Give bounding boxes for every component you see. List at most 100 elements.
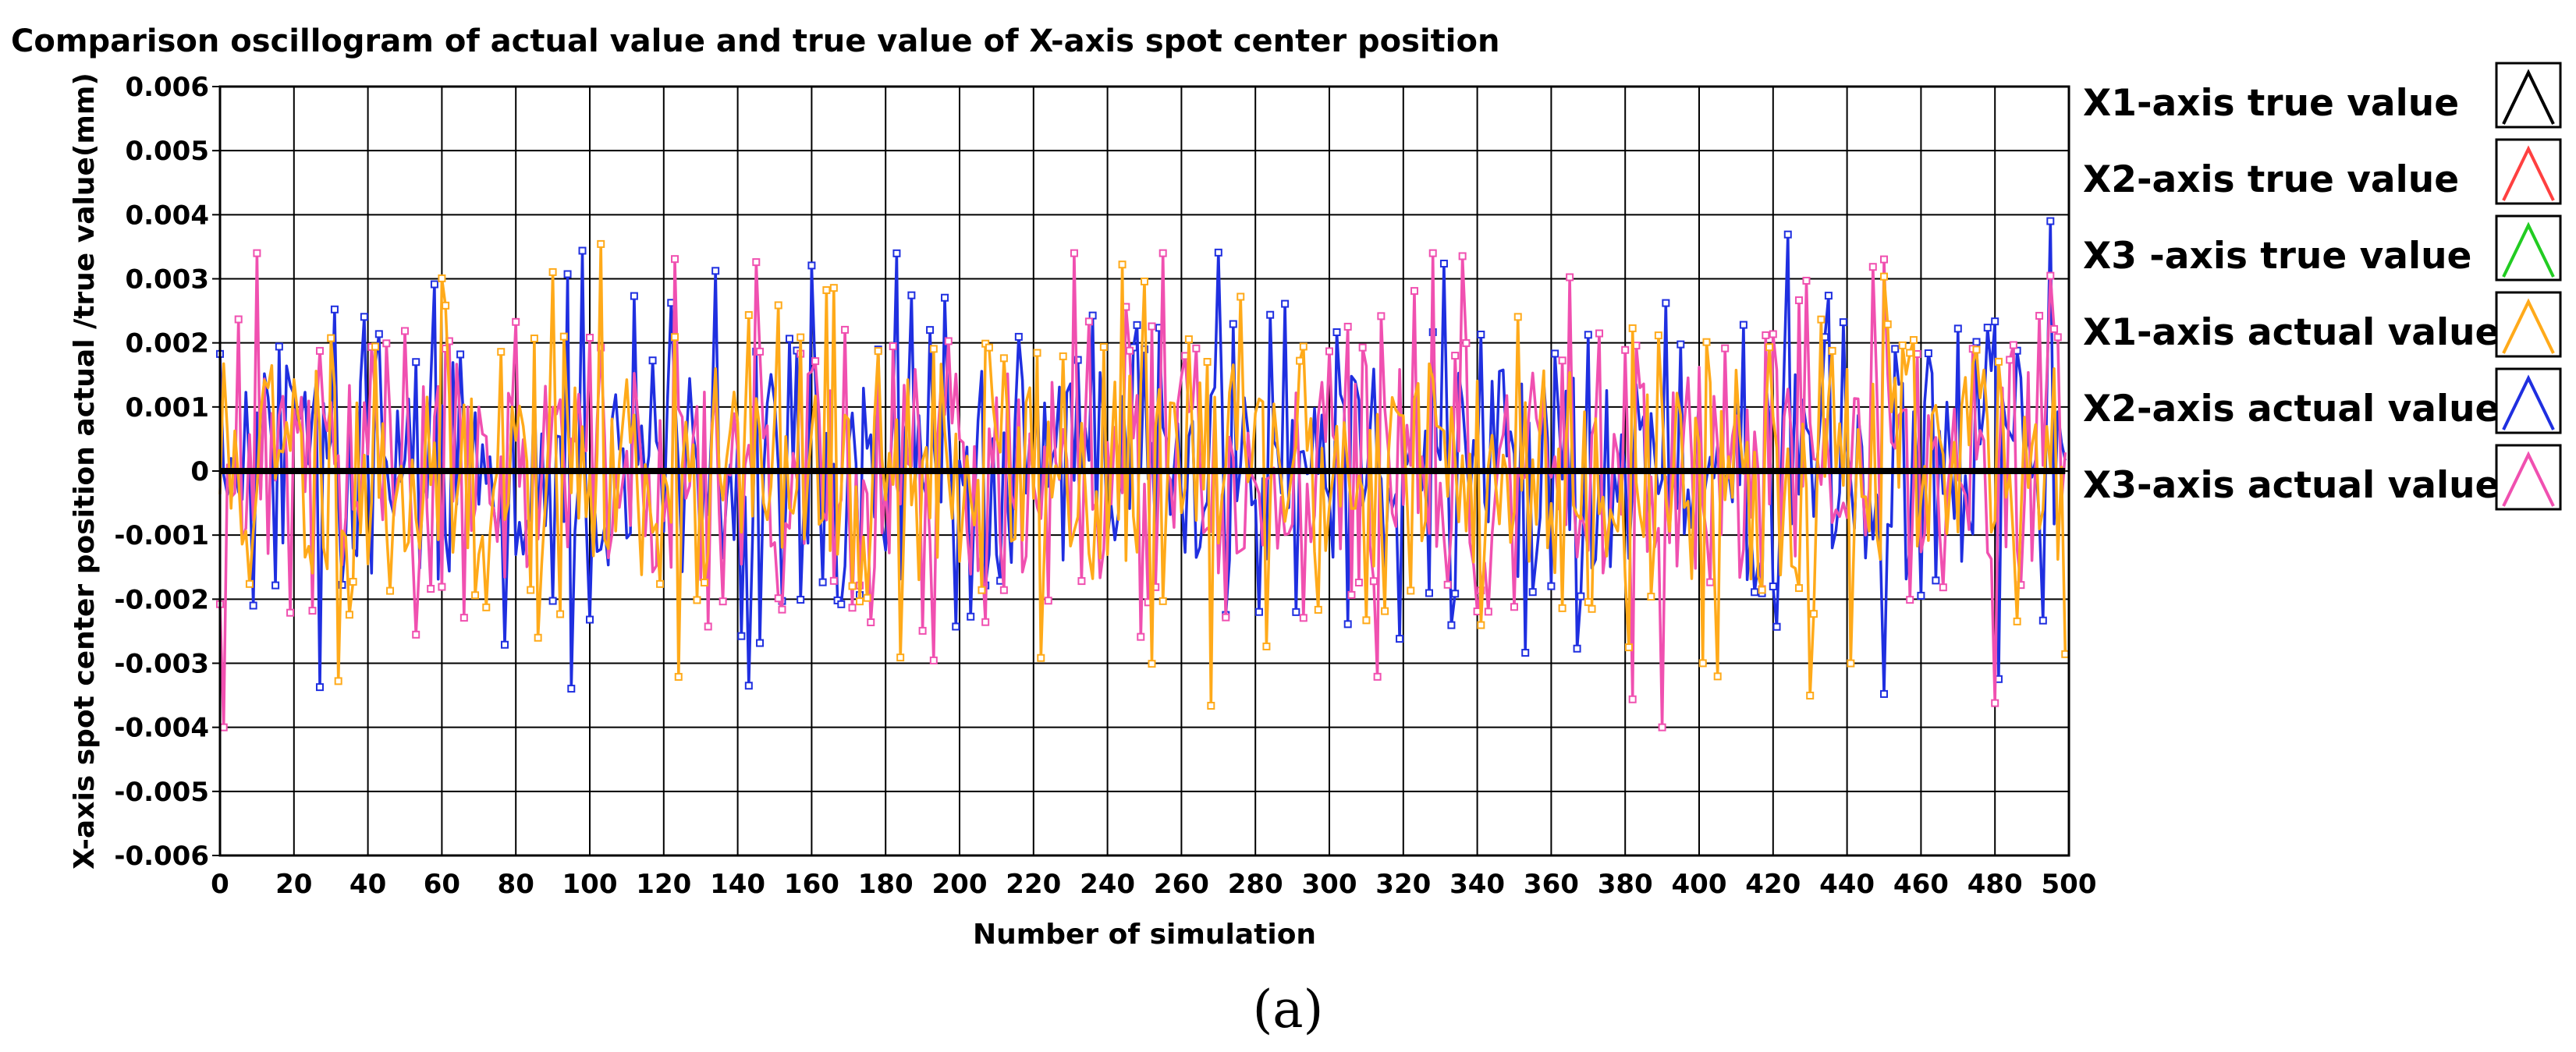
- series-point: [401, 327, 409, 335]
- series-point: [829, 284, 838, 292]
- series-point: [559, 332, 568, 341]
- legend-label: X1-axis true value: [2083, 82, 2459, 125]
- series-point: [512, 317, 520, 326]
- series-point: [563, 270, 572, 278]
- series-point: [999, 586, 1008, 594]
- x-tick-label: 220: [1006, 869, 1061, 900]
- series-point: [700, 579, 708, 587]
- series-point: [744, 310, 753, 319]
- series-point: [271, 581, 280, 590]
- series-point: [349, 578, 357, 586]
- series-point: [1906, 596, 1914, 604]
- series-point: [756, 347, 765, 356]
- series-point: [1521, 649, 1530, 657]
- series-point: [656, 579, 665, 588]
- series-point: [548, 597, 557, 605]
- x-tick-label: 140: [710, 869, 765, 900]
- series-point: [234, 315, 243, 324]
- legend-swatch-line: [2502, 451, 2555, 507]
- series-point: [1891, 345, 1900, 353]
- series-point: [2050, 324, 2059, 333]
- series-point: [2035, 311, 2044, 320]
- legend-label: X2-axis true value: [2083, 158, 2459, 201]
- series-point: [874, 347, 882, 356]
- series-point: [2006, 356, 2014, 364]
- series-point: [1588, 604, 1596, 613]
- series-point: [1769, 582, 1777, 590]
- series-point: [1358, 343, 1367, 352]
- series-point: [1428, 249, 1437, 257]
- series-point: [1706, 578, 1715, 586]
- series-point: [1325, 347, 1333, 356]
- series-point: [1033, 349, 1041, 357]
- y-tick-label: -0.006: [114, 841, 209, 872]
- legend-item: X2-axis true value: [2083, 138, 2562, 205]
- series-point: [967, 612, 975, 621]
- series-point: [1347, 590, 1356, 599]
- series-point: [1628, 324, 1637, 332]
- series-point: [981, 618, 990, 626]
- series-point: [1381, 607, 1389, 615]
- series-point: [1148, 322, 1156, 331]
- x-tick-label: 300: [1302, 869, 1357, 900]
- series-point: [929, 656, 938, 664]
- series-point: [219, 723, 228, 731]
- series-point: [315, 683, 324, 692]
- series-point: [1769, 330, 1777, 338]
- x-axis-label: Number of simulation: [973, 919, 1316, 951]
- legend-label: X2-axis actual value: [2083, 388, 2500, 430]
- x-tick-label: 100: [562, 869, 618, 900]
- series-point: [1296, 356, 1304, 365]
- series-point: [671, 333, 679, 342]
- series-point: [1628, 695, 1637, 703]
- series-point: [245, 579, 254, 588]
- series-point: [1369, 577, 1378, 586]
- y-tick-label: 0.004: [125, 200, 209, 231]
- x-tick-label: 200: [932, 869, 988, 900]
- series-point: [797, 333, 805, 342]
- series-point: [1953, 324, 1962, 333]
- series-point: [1883, 320, 1892, 328]
- series-point: [1783, 230, 1792, 239]
- series-point: [818, 578, 827, 586]
- series-point: [648, 356, 657, 365]
- series-point: [856, 597, 864, 606]
- series-point: [2061, 650, 2070, 658]
- series-point: [774, 594, 782, 603]
- series-point: [442, 301, 450, 310]
- x-tick-label: 40: [349, 869, 386, 900]
- series-point: [412, 358, 420, 367]
- series-point: [1073, 356, 1082, 364]
- series-point: [719, 597, 727, 606]
- series-point: [929, 345, 938, 353]
- series-point: [1099, 342, 1108, 351]
- series-point: [744, 682, 753, 690]
- y-tick-labels: 0.006 0.005 0.004 0.003 0.002 0.001 0 -0.001 -0.…: [114, 72, 209, 872]
- series-point: [1584, 598, 1592, 607]
- series-point: [1439, 260, 1448, 268]
- series-point: [1991, 699, 1999, 707]
- y-axis-label: X-axis spot center position actual /true…: [69, 73, 101, 870]
- x-tick-label: 360: [1524, 869, 1579, 900]
- series-point: [1817, 315, 1826, 324]
- series-point: [459, 614, 468, 622]
- series-point: [382, 339, 391, 348]
- series-point: [497, 348, 506, 356]
- x-tick-label: 500: [2042, 869, 2097, 900]
- figure-caption: (a): [1253, 979, 1324, 1040]
- series-point: [315, 346, 324, 355]
- series-point: [548, 267, 557, 276]
- series-point: [1451, 352, 1460, 360]
- series-point: [1595, 329, 1604, 338]
- legend-swatch-line: [2502, 298, 2555, 354]
- series-point: [534, 633, 542, 642]
- series-point: [1477, 330, 1485, 338]
- series-point: [1972, 338, 1981, 346]
- series-point: [756, 639, 765, 647]
- series-point: [778, 605, 786, 614]
- series-point: [1909, 335, 1918, 344]
- legend-item: X3-axis actual value: [2083, 444, 2562, 511]
- series-point: [785, 335, 793, 343]
- series-point: [1573, 644, 1581, 653]
